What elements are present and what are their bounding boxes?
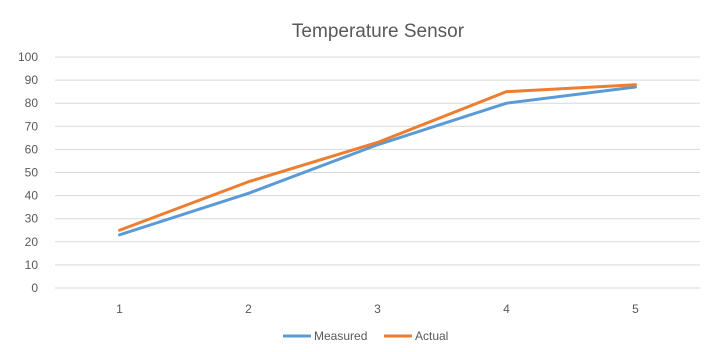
y-tick-label: 100 [18, 50, 38, 64]
y-tick-label: 60 [25, 142, 39, 156]
y-tick-label: 80 [25, 96, 39, 110]
y-tick-label: 90 [25, 73, 39, 87]
y-tick-label: 0 [31, 281, 38, 295]
y-tick-label: 50 [25, 166, 39, 180]
series-line-actual [118, 83, 637, 232]
y-tick-label: 20 [25, 235, 39, 249]
y-tick-label: 70 [25, 119, 39, 133]
x-axis: 1 2 3 4 5 [116, 302, 639, 316]
series-lines [118, 83, 637, 237]
legend-label: Measured [314, 329, 367, 343]
x-tick-label: 4 [503, 302, 510, 316]
x-tick-label: 2 [245, 302, 252, 316]
legend-label: Actual [415, 329, 448, 343]
y-tick-label: 30 [25, 212, 39, 226]
y-tick-label: 10 [25, 258, 39, 272]
y-axis: 0 10 20 30 40 50 60 70 80 90 100 [18, 50, 38, 295]
legend: Measured Actual [283, 329, 448, 343]
x-tick-label: 5 [632, 302, 639, 316]
gridlines [55, 56, 700, 289]
chart-title: Temperature Sensor [292, 21, 465, 42]
y-tick-label: 40 [25, 189, 39, 203]
x-tick-label: 3 [374, 302, 381, 316]
x-tick-label: 1 [116, 302, 123, 316]
series-line-measured [118, 85, 637, 237]
